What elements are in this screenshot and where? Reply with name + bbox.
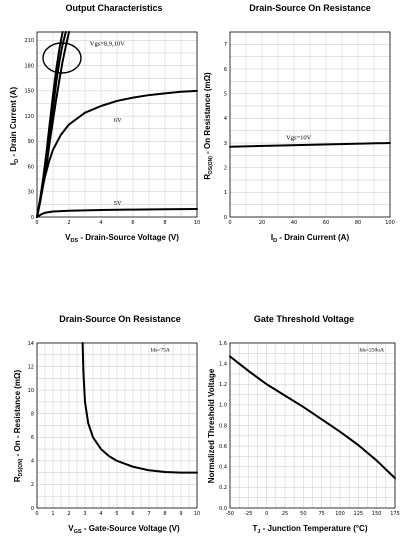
chart4-y-tick-label: 0.2 — [219, 485, 227, 491]
chart3-title: Drain-Source On Resistance — [59, 314, 181, 324]
chart2-y-tick-label: 2 — [224, 165, 227, 171]
chart3-y-tick-label: 2 — [31, 482, 34, 488]
chart4-x-tick-label: 150 — [372, 511, 382, 517]
chart2-annotation: Vgs=10V — [286, 134, 312, 141]
chart1-y-tick-label: 90 — [28, 139, 34, 145]
chart1-x-tick-label: 0 — [35, 220, 38, 226]
chart4-x-axis-label: TJ - Junction Temperature (°C) — [252, 524, 367, 535]
chart2-x-tick-label: 20 — [259, 220, 265, 226]
chart2-x-axis-label: ID - Drain Current (A) — [271, 233, 350, 244]
chart4-y-tick-label: 0.4 — [219, 465, 227, 471]
chart4-y-tick-label: 0.8 — [219, 423, 227, 429]
chart4-y-axis-label: Normalized Threshold Voltage — [207, 368, 216, 483]
chart2-y-tick-label: 7 — [224, 42, 227, 48]
chart3-x-axis-label: VGS - Gate-Source Voltage (V) — [68, 524, 180, 535]
chart1-x-axis-label: VDS - Drain-Source Voltage (V) — [65, 233, 179, 244]
chart2-y-tick-label: 5 — [224, 91, 227, 97]
chart2-x-tick-label: 80 — [355, 220, 361, 226]
chart3-series-line — [81, 342, 198, 474]
chart3-x-tick-label: 4 — [99, 511, 102, 517]
chart4-plot-frame — [229, 342, 396, 509]
chart2-y-axis-label: RDS(ON) - On Resistance (mΩ) — [203, 72, 214, 180]
chart2-plot-frame — [229, 31, 391, 218]
chart4-series-line — [229, 355, 396, 480]
chart4-y-tick-label: 1.6 — [219, 341, 227, 347]
chart3-y-tick-label: 4 — [31, 459, 34, 465]
chart4-y-tick-label: 1.0 — [219, 403, 227, 409]
chart3-y-tick-label: 8 — [31, 412, 34, 418]
chart3-x-tick-label: 1 — [51, 511, 54, 517]
chart4-x-tick-label: 175 — [390, 511, 400, 517]
chart1-series-line — [36, 89, 198, 218]
chart3-annotation: Ids=75A — [151, 347, 170, 353]
chart1-highlight-ellipse — [42, 42, 82, 74]
chart1-y-tick-label: 180 — [24, 63, 34, 69]
chart3-y-axis-label: RDS(ON) - On - Resistance (mΩ) — [13, 370, 24, 483]
chart3-x-tick-label: 8 — [163, 511, 166, 517]
chart1-annotation: 6V — [114, 117, 122, 124]
chart1-x-tick-label: 6 — [131, 220, 134, 226]
chart2-x-tick-label: 60 — [323, 220, 329, 226]
chart1-y-tick-label: 150 — [24, 89, 34, 95]
chart1-title: Output Characteristics — [65, 3, 162, 13]
chart2-y-tick-label: 3 — [224, 141, 227, 147]
chart3-y-tick-label: 12 — [28, 364, 34, 370]
chart4-y-tick-label: 1.2 — [219, 382, 227, 388]
chart1-annotation: 5V — [114, 200, 122, 207]
chart3-y-tick-label: 0 — [31, 506, 34, 512]
chart1-x-tick-label: 10 — [194, 220, 200, 226]
chart4-x-tick-label: 0 — [265, 511, 268, 517]
chart4-x-tick-label: 125 — [354, 511, 364, 517]
chart4-title: Gate Threshold Voltage — [254, 314, 354, 324]
chart3-x-tick-label: 7 — [147, 511, 150, 517]
chart3-x-tick-label: 6 — [131, 511, 134, 517]
chart3-y-tick-label: 14 — [28, 341, 34, 347]
chart2-title: Drain-Source On Resistance — [249, 3, 371, 13]
chart1-y-tick-label: 30 — [28, 190, 34, 196]
chart1-x-tick-label: 8 — [163, 220, 166, 226]
chart4-y-tick-label: 0.0 — [219, 506, 227, 512]
chart1-x-tick-label: 2 — [67, 220, 70, 226]
chart2-y-tick-label: 6 — [224, 67, 227, 73]
chart1-y-tick-label: 210 — [24, 38, 34, 44]
chart3-y-tick-label: 10 — [28, 388, 34, 394]
chart1-x-tick-label: 4 — [99, 220, 102, 226]
chart4-x-tick-label: 75 — [318, 511, 324, 517]
chart2-x-tick-label: 100 — [385, 220, 395, 226]
chart3-x-tick-label: 3 — [83, 511, 86, 517]
chart3-x-tick-label: 10 — [194, 511, 200, 517]
chart4-x-tick-label: -25 — [244, 511, 252, 517]
chart4-x-tick-label: 100 — [335, 511, 345, 517]
chart1-plot-frame — [36, 31, 198, 218]
chart2-x-tick-label: 40 — [291, 220, 297, 226]
chart4-x-tick-label: -50 — [226, 511, 234, 517]
chart3-x-tick-label: 9 — [179, 511, 182, 517]
chart1-annotation: Vgs=8,9,10V — [90, 40, 125, 47]
chart1-y-axis-label: ID - Drain Current (A) — [9, 87, 20, 166]
chart2-y-tick-label: 4 — [224, 116, 227, 122]
chart1-y-tick-label: 0 — [31, 215, 34, 221]
chart3-y-tick-label: 6 — [31, 435, 34, 441]
chart3-x-tick-label: 2 — [67, 511, 70, 517]
chart4-annotation: Ids=250uA — [359, 347, 384, 353]
chart3-x-tick-label: 0 — [35, 511, 38, 517]
chart4-y-tick-label: 0.6 — [219, 444, 227, 450]
chart1-series-line — [36, 208, 198, 218]
chart4-y-tick-label: 1.4 — [219, 361, 227, 367]
chart1-y-tick-label: 60 — [28, 164, 34, 170]
chart3-x-tick-label: 5 — [115, 511, 118, 517]
chart3-plot-frame — [36, 342, 198, 509]
chart2-y-tick-label: 1 — [224, 190, 227, 196]
chart4-x-tick-label: 25 — [282, 511, 288, 517]
chart1-y-tick-label: 120 — [24, 114, 34, 120]
chart2-x-tick-label: 0 — [228, 220, 231, 226]
chart4-x-tick-label: 50 — [300, 511, 306, 517]
chart2-series-line — [229, 142, 391, 148]
chart2-y-tick-label: 0 — [224, 215, 227, 221]
